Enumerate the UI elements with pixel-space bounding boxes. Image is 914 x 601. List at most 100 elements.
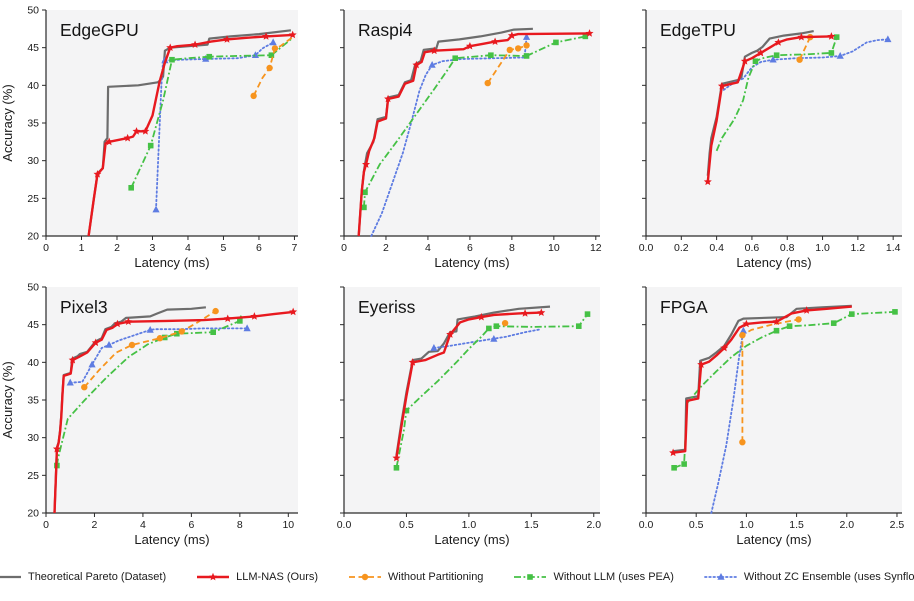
figure-legend: Theoretical Pareto (Dataset) LLM-NAS (Ou… [0,562,914,592]
svg-text:25: 25 [27,193,39,205]
subplot-title: Pixel3 [60,297,108,317]
svg-text:4: 4 [140,519,146,531]
svg-text:6: 6 [188,519,194,531]
svg-text:2.0: 2.0 [839,519,854,531]
series-circle-fpga [739,316,802,446]
svg-text:2.5: 2.5 [890,519,905,531]
svg-text:1.4: 1.4 [886,242,901,254]
svg-text:1.5: 1.5 [789,519,804,531]
svg-text:4: 4 [185,242,191,254]
series-circle-pixel3 [81,307,219,391]
legend-label-without-partitioning: Without Partitioning [388,571,484,583]
svg-text:5: 5 [221,242,227,254]
series-circle-raspi4 [484,42,530,87]
series-square-edgegpu [128,37,294,191]
svg-text:0: 0 [43,519,49,531]
svg-text:0: 0 [341,242,347,254]
subplot-raspi4: 0 2 4 6 8 10 12 Raspi4 Latency (ms) [310,2,610,279]
subplot-title: Eyeriss [358,297,416,317]
chart-canvas-fpga: 0.0 0.5 1.0 1.5 2.0 2.5 FPGA Latency (ms) [639,286,905,547]
x-axis-label: Latency (ms) [134,255,209,270]
svg-text:0.2: 0.2 [674,242,689,254]
svg-text:0.8: 0.8 [780,242,795,254]
svg-text:20: 20 [27,508,39,520]
svg-text:8: 8 [509,242,515,254]
subplot-fpga: 0.0 0.5 1.0 1.5 2.0 2.5 FPGA Latency (ms) [612,279,912,556]
svg-text:1.0: 1.0 [739,519,754,531]
series-triangle-raspi4 [370,33,531,237]
subplot-title: EdgeTPU [660,20,736,40]
series-star-pixel3 [52,307,298,514]
series-none-edgetpu [706,30,814,176]
legend-label-llm-nas: LLM-NAS (Ours) [236,571,319,583]
y-axis-label: Accuracy (%) [0,361,15,438]
legend-item-without-llm: Without LLM (uses PEA) [513,570,674,584]
subplot-grid: 0 1 2 3 4 5 6 7 20 25 30 35 40 45 50 EdgeGPU Latency (ms… [0,2,914,556]
svg-text:1: 1 [79,242,85,254]
svg-text:2: 2 [114,242,120,254]
series-square-eyeriss [393,311,591,471]
svg-text:4: 4 [425,242,431,254]
legend-item-llm-nas: LLM-NAS (Ours) [196,570,318,584]
svg-text:6: 6 [256,242,262,254]
svg-text:2.0: 2.0 [586,519,601,531]
svg-text:0.4: 0.4 [709,242,724,254]
subplot-title: FPGA [660,297,708,317]
subplot-title: Raspi4 [358,20,413,40]
svg-text:25: 25 [27,470,39,482]
svg-text:50: 50 [27,282,39,294]
subplot-edgetpu: 0.0 0.2 0.4 0.6 0.8 1.0 1.2 1.4 EdgeTPU Latency (… [612,2,912,279]
x-axis-label: Latency (ms) [134,532,209,547]
subplot-edgegpu: 0 1 2 3 4 5 6 7 20 25 30 35 40 45 50 EdgeGPU Latency (ms… [0,2,308,279]
svg-text:8: 8 [237,519,243,531]
chart-canvas-eyeriss: 0.0 0.5 1.0 1.5 2.0 Eyeriss Latency (ms) [337,286,601,547]
svg-text:0.5: 0.5 [689,519,704,531]
subplot-eyeriss: 0.0 0.5 1.0 1.5 2.0 Eyeriss Latency (ms) [310,279,610,556]
svg-text:12: 12 [590,242,602,254]
svg-text:1.5: 1.5 [524,519,539,531]
svg-text:0: 0 [43,242,49,254]
svg-text:0.6: 0.6 [745,242,760,254]
svg-text:1.2: 1.2 [851,242,866,254]
x-axis-label: Latency (ms) [434,255,509,270]
x-axis-label: Latency (ms) [736,255,811,270]
series-triangle-pixel3 [66,324,251,386]
subplot-title: EdgeGPU [60,20,139,40]
svg-text:10: 10 [282,519,294,531]
series-star-edgegpu [87,30,297,237]
series-star-raspi4 [357,29,594,237]
svg-text:0.0: 0.0 [337,519,352,531]
series-circle-edgegpu [250,36,294,100]
legend-item-without-zc-ensemble: Without ZC Ensemble (uses Synflow) [703,570,914,584]
series-circle-eyeriss [501,319,509,327]
series-star-fpga [669,305,852,457]
legend-swatch-without-llm [513,570,547,584]
svg-text:2: 2 [383,242,389,254]
svg-text:45: 45 [27,42,39,54]
svg-text:50: 50 [27,5,39,17]
svg-text:40: 40 [27,80,39,92]
svg-text:0.0: 0.0 [639,519,654,531]
svg-text:2: 2 [92,519,98,531]
series-triangle-edgetpu [722,35,892,91]
legend-swatch-without-partitioning [348,570,382,584]
legend-label-theoretical-pareto: Theoretical Pareto (Dataset) [27,571,167,583]
svg-text:45: 45 [27,319,39,331]
legend-item-without-partitioning: Without Partitioning [348,570,483,584]
svg-text:6: 6 [467,242,473,254]
legend-swatch-without-zc-ensemble [703,570,738,584]
x-axis-label: Latency (ms) [434,532,509,547]
legend-swatch-llm-nas [196,570,230,584]
series-square-edgetpu [715,34,840,152]
svg-text:0.0: 0.0 [639,242,654,254]
legend-label-without-zc-ensemble: Without ZC Ensemble (uses Synflow) [743,571,914,583]
legend-item-theoretical-pareto: Theoretical Pareto (Dataset) [0,570,166,584]
svg-text:20: 20 [27,231,39,243]
svg-text:30: 30 [27,155,39,167]
svg-text:40: 40 [27,357,39,369]
svg-text:35: 35 [27,118,39,130]
chart-canvas-edgetpu: 0.0 0.2 0.4 0.6 0.8 1.0 1.2 1.4 EdgeTPU Latency (… [639,9,902,270]
svg-text:35: 35 [27,395,39,407]
